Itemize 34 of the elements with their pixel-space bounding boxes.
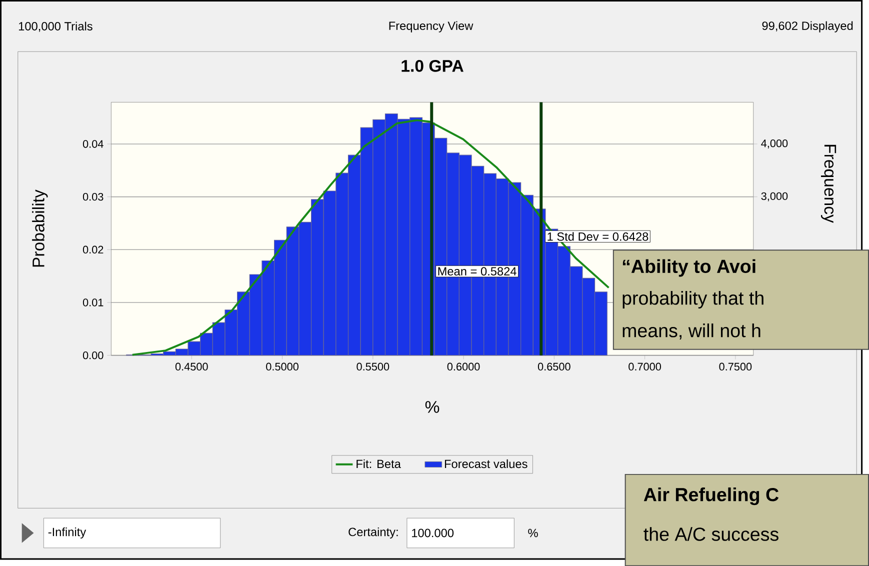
text: 99,602 Displayed xyxy=(762,21,853,32)
y2-tick-label: 4,000 xyxy=(761,139,788,148)
annotation: “Ability to Avoi xyxy=(622,259,756,277)
x-tick-label: 0.7000 xyxy=(628,362,661,370)
text: 100.000 xyxy=(412,528,454,538)
y-tick-label: 0.01 xyxy=(82,298,104,306)
text: Air Refueling C xyxy=(644,487,779,505)
y-axis-title: Probability xyxy=(32,189,48,267)
text: -Infinity xyxy=(48,527,86,538)
y2-tick-label: 3,000 xyxy=(761,192,788,202)
y-tick-label: 0.00 xyxy=(82,351,104,360)
ref-line-label: Mean = 0.5824 xyxy=(438,266,516,276)
y-tick-label: 0.03 xyxy=(82,192,104,201)
x-tick-label: 0.4500 xyxy=(175,362,208,370)
chart-title: 1.0 GPA xyxy=(402,60,464,72)
annotation: probability that th xyxy=(622,290,764,308)
x-axis-title: % xyxy=(425,400,440,413)
x-tick-label: 0.7500 xyxy=(719,362,752,370)
x-tick-label: 0.5000 xyxy=(266,362,298,370)
text: % xyxy=(528,528,538,538)
legend-label: Forecast values xyxy=(444,459,528,468)
y-tick-label: 0.04 xyxy=(82,140,104,148)
y2-axis-title: Frequency xyxy=(820,144,836,223)
text: the A/C success xyxy=(644,526,778,541)
text: Certainty: xyxy=(348,527,398,538)
x-tick-label: 0.6500 xyxy=(538,362,570,370)
legend-label: Fit: Beta xyxy=(356,459,401,468)
y-tick-label: 0.02 xyxy=(82,246,104,254)
annotation: means, will not h xyxy=(622,323,760,340)
text: 100,000 Trials xyxy=(18,22,92,32)
text: Frequency View xyxy=(389,21,474,32)
x-tick-label: 0.6000 xyxy=(447,362,480,370)
x-tick-label: 0.5500 xyxy=(356,362,390,370)
ref-line-label: 1 Std Dev = 0.6428 xyxy=(548,232,648,241)
